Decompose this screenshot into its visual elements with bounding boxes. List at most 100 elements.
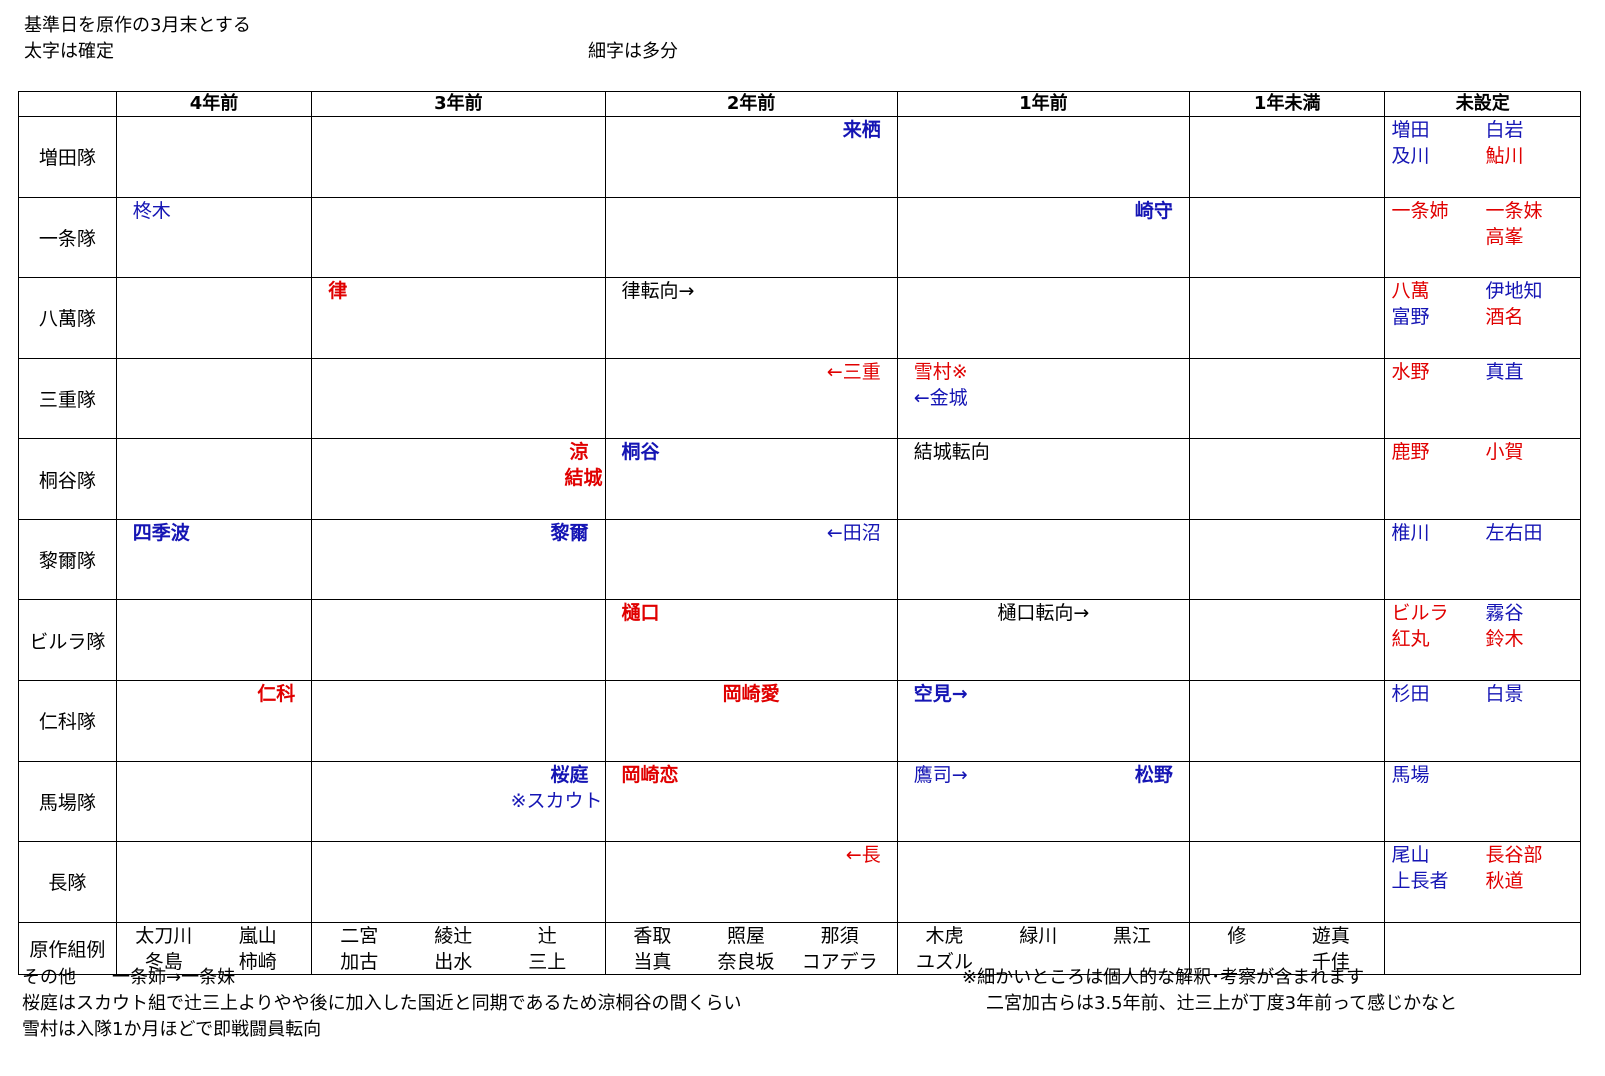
cell-content: 鷹司→ 松野	[898, 762, 1189, 840]
timeline-cell	[1188, 277, 1386, 359]
member-entry: 涼	[569, 441, 589, 464]
example-member: コアデラ	[801, 950, 878, 973]
unset-member: 杉田	[1391, 682, 1430, 705]
cell-content	[117, 117, 312, 195]
timeline-cell	[311, 357, 606, 440]
cell-content: 岡崎恋	[606, 762, 897, 840]
squad-label: 一条隊	[18, 196, 117, 279]
cell-content	[1190, 520, 1385, 598]
cell-content: 桜庭 ※スカウト	[312, 762, 604, 840]
timeline-cell: 岡崎恋	[604, 760, 898, 843]
example-cell	[1384, 921, 1581, 976]
example-member: 嵐山	[238, 924, 277, 947]
example-member: ユズル	[916, 950, 974, 973]
unset-content: 増田 白岩 及川 鮎川	[1385, 117, 1580, 195]
cell-content	[117, 762, 312, 840]
timeline-cell: 樋口	[604, 599, 898, 681]
cell-content	[117, 842, 312, 920]
member-entry: 空見→	[913, 682, 968, 705]
cell-content: 桐谷	[606, 439, 897, 517]
timeline-cell	[115, 438, 313, 520]
squad-label: 三重隊	[18, 357, 117, 440]
unset-member: 一条姉	[1391, 199, 1449, 222]
member-entry: 樋口	[621, 602, 660, 625]
timeline-cell: 樋口転向→	[896, 599, 1190, 681]
unset-member: 鈴木	[1485, 628, 1524, 651]
unset-content: 八萬 伊地知 富野 酒名	[1385, 278, 1580, 356]
timeline-cell: ←田沼	[604, 518, 898, 601]
member-entry: 松野	[1134, 763, 1173, 786]
timeline-cell: 四季波	[115, 518, 313, 601]
unset-member: 椎川	[1391, 521, 1430, 544]
example-member: 千佳	[1311, 950, 1350, 973]
timeline-cell	[1188, 518, 1386, 601]
timeline-cell	[1188, 438, 1386, 520]
member-entry: 桐谷	[621, 441, 660, 464]
timeline-cell	[115, 277, 313, 359]
example-member: 奈良坂	[717, 950, 775, 973]
header-1y: 1年前	[896, 91, 1190, 117]
example-cell: 香取 当真 照屋 奈良坂 那須 コアデラ	[604, 921, 898, 976]
member-entry: ※スカウト	[510, 789, 603, 812]
unset-member: 水野	[1391, 360, 1430, 383]
unset-cell: 馬場	[1384, 760, 1581, 843]
unset-cell: 八萬 伊地知 富野 酒名	[1384, 277, 1581, 359]
member-entry: ←三重	[826, 360, 881, 383]
cell-content: 空見→	[898, 681, 1189, 759]
example-member: 三上	[528, 950, 567, 973]
timeline-cell: 空見→	[896, 679, 1190, 762]
footer-disclaimer: ※細かいところは個人的な解釈･考察が含まれます	[962, 967, 1365, 988]
cell-content	[312, 600, 604, 678]
timeline-cell	[311, 196, 606, 279]
timeline-cell: ←三重	[604, 357, 898, 440]
note-thin-legend: 細字は多分	[588, 41, 678, 62]
cell-content: 樋口	[606, 600, 897, 678]
example-member: 那須	[820, 924, 859, 947]
member-entry: ←長	[845, 844, 881, 867]
timeline-cell	[115, 841, 313, 923]
timeline-cell	[1188, 841, 1386, 923]
unset-content: 鹿野 小賀	[1385, 439, 1580, 517]
timeline-cell	[1188, 599, 1386, 681]
member-entry: 結城転向	[913, 441, 990, 464]
timeline-cell: 桐谷	[604, 438, 898, 520]
squad-row: 馬場隊 桜庭 ※スカウト 岡崎恋 鷹司→ 松野 馬場	[18, 760, 1581, 843]
cell-content: ←長	[606, 842, 897, 920]
timeline-cell: 雪村※ ←金城	[896, 357, 1190, 440]
squad-row: 長隊 ←長 尾山 長谷部 上長者 秋道	[18, 841, 1581, 923]
member-entry: 律転向→	[621, 280, 695, 303]
example-content: 太刀川 冬島 嵐山 柿崎	[117, 923, 312, 973]
cell-content: ←三重	[606, 359, 897, 437]
footer-yukimura-note: 雪村は入隊1か月ほどで即戦闘員転向	[22, 1019, 322, 1040]
squad-label: 黎爾隊	[18, 518, 117, 601]
example-content	[1385, 923, 1580, 973]
timeline-cell	[311, 841, 606, 923]
squad-row: 桐谷隊 涼結城 桐谷 結城転向 鹿野 小賀	[18, 438, 1581, 520]
timeline-cell	[1188, 357, 1386, 440]
member-entry: 岡崎愛	[722, 682, 780, 705]
cell-content	[898, 520, 1189, 598]
squad-label: 馬場隊	[18, 760, 117, 843]
member-entry: ←田沼	[826, 521, 881, 544]
timeline-cell	[115, 357, 313, 440]
squad-label: 仁科隊	[18, 679, 117, 762]
example-content: 香取 当真 照屋 奈良坂 那須 コアデラ	[606, 923, 897, 973]
timeline-cell: 来栖	[604, 116, 898, 198]
cell-content: 仁科	[117, 681, 312, 759]
cell-content	[312, 681, 604, 759]
unset-member: 酒名	[1485, 306, 1524, 329]
squad-label: 増田隊	[18, 116, 117, 198]
example-member: 柿崎	[238, 950, 277, 973]
cell-content	[898, 278, 1189, 356]
unset-cell: 水野 真直	[1384, 357, 1581, 440]
cell-content	[117, 439, 312, 517]
cell-content	[117, 359, 312, 437]
header-row: 4年前 3年前 2年前 1年前 1年未満 未設定	[18, 91, 1581, 117]
cell-content	[1190, 681, 1385, 759]
example-member: 出水	[434, 950, 473, 973]
timeline-cell: ←長	[604, 841, 898, 923]
cell-content: 涼結城	[312, 439, 604, 517]
cell-content: 四季波	[117, 520, 312, 598]
note-bold-legend: 太字は確定	[24, 41, 114, 62]
timeline-cell	[604, 196, 898, 279]
